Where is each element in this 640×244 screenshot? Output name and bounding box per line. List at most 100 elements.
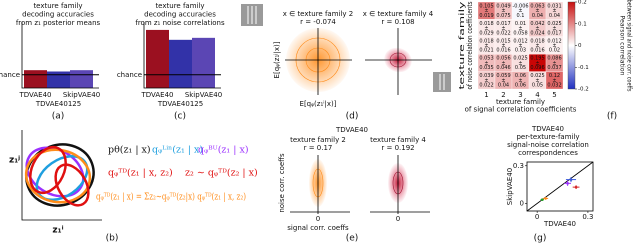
axes	[285, 28, 432, 95]
ellipse	[25, 146, 85, 198]
cell-error: 0.03	[515, 48, 526, 54]
cell-error: 0.046	[496, 65, 510, 71]
equation: z₂ ∼ qᵩᵀᴰ(z₂ | x)	[185, 168, 258, 179]
chart-title: decoding accuracies	[22, 11, 94, 19]
point	[544, 197, 547, 200]
cell-value: 0.049	[496, 4, 510, 10]
y-tick-label: chance	[117, 71, 142, 79]
colorbar-label: between signal and noise corr. coeffs	[626, 0, 633, 92]
cell-error: 0.022	[496, 30, 510, 36]
cell-error: 0.016	[530, 48, 544, 54]
x-tick-label: 2	[501, 91, 505, 99]
axis-label: of noise correlation coefficients	[466, 1, 474, 89]
axis-label: TDVAE40	[543, 220, 576, 228]
axes	[21, 130, 102, 221]
x-tick-label: SkipVAE40	[63, 91, 100, 99]
plot-title: texture family 2	[290, 136, 346, 144]
correlation: r = 0.108	[381, 18, 414, 26]
cell-error: 0.096	[530, 65, 544, 71]
point	[569, 178, 573, 181]
x-tick-label: 4	[535, 91, 540, 99]
x-tick-label: TDVAE40	[140, 91, 173, 99]
axis-label: signal corr. coeffs	[287, 224, 349, 232]
panel-b: z₁ʲ z₁ⁱ pθ(z₁ | x) qᵩᴸⁱⁿ(z₁ | x) qᵩᴮᵁ(z₁…	[9, 130, 258, 244]
equation: pθ(z₁ | x)	[108, 145, 151, 156]
panel-label: (b)	[106, 234, 119, 244]
axis-label: E[qᵩ(z₁ʲ|x)]	[273, 41, 281, 78]
cell-value: 0.015	[496, 38, 510, 44]
y-tick-label: chance	[0, 71, 20, 79]
colorbar-tick-label: -0.1	[578, 65, 589, 71]
ellipse	[29, 145, 67, 195]
identity-line	[526, 161, 594, 212]
axis-label: texture family	[496, 98, 545, 106]
plot-title: texture family 4	[370, 136, 426, 144]
cell-separator: ±	[484, 8, 488, 14]
axis-label: SkipVAE40	[506, 168, 514, 205]
x-tick-label: 0.3	[582, 213, 593, 221]
cell-error: 0.021	[479, 48, 493, 54]
equation: qᵩᴮᵁ(z₁ | x)	[198, 145, 249, 156]
axis	[21, 22, 99, 89]
equation: qᵩᵀᴰ(z₁ | x, z₂)	[108, 168, 173, 179]
cell-value: 0.018	[479, 38, 493, 44]
cell-error: 0.04	[498, 83, 509, 89]
colorbar-tick-label: 0.2	[578, 0, 587, 6]
cell-value: 0.12	[549, 73, 560, 79]
axes	[290, 155, 430, 214]
cell-separator: ±	[535, 26, 539, 32]
axis-label: of signal correlation coefficients	[465, 106, 577, 114]
colorbar-tick-label: 0.1	[578, 21, 587, 27]
panel-d: x ∈ texture family 2 r = -0.074 x ∈ text…	[241, 4, 451, 122]
cell-error: 0.02	[549, 48, 560, 54]
panel-label: (c)	[174, 112, 186, 122]
cell-error: 0.075	[496, 13, 510, 19]
stimulus-texture	[247, 6, 257, 24]
cell-error: 0.05	[515, 65, 526, 71]
correlation: r = 0.192	[381, 144, 414, 152]
point	[574, 185, 578, 189]
cell-separator: ±	[552, 78, 556, 84]
cell-separator: ±	[552, 8, 556, 14]
x-tick-label: 5	[552, 91, 556, 99]
cell-value: 0.031	[547, 4, 561, 10]
ellipse	[54, 163, 90, 207]
cell-separator: ±	[484, 78, 488, 84]
cell-error: 0.037	[547, 65, 561, 71]
cell-error: 0.05	[532, 83, 543, 89]
axis-label: noise corr. coeffs	[278, 153, 286, 213]
cell-value: 0.053	[479, 56, 493, 62]
plot-frame	[526, 161, 594, 212]
cell-value: 0.025	[547, 21, 561, 27]
cell-value: 0.018	[530, 38, 544, 44]
plot-title: x ∈ texture family 2	[283, 10, 353, 18]
y-tick-label: 0	[520, 199, 524, 207]
chart-title: decoding accuracies	[144, 11, 216, 19]
cell-error: 0.058	[513, 30, 527, 36]
cell-separator: ±	[535, 60, 539, 66]
cell-separator: ±	[552, 26, 556, 32]
x-tick-label: 0	[316, 215, 320, 223]
cell-value: 0.042	[530, 21, 544, 27]
cell-separator: ±	[501, 8, 505, 14]
bar	[169, 39, 192, 88]
cell-separator: ±	[535, 8, 539, 14]
x-tick-label: TDVAE40125	[157, 100, 203, 108]
cell-separator: ±	[484, 26, 488, 32]
cell-separator: ±	[518, 8, 522, 14]
cell-value: -0.006	[512, 4, 528, 10]
chart-title: per-texture-family	[516, 133, 579, 141]
correlation: r = 0.17	[304, 144, 333, 152]
cell-separator: ±	[501, 26, 505, 32]
cell-separator: ±	[518, 26, 522, 32]
panel-label: (g)	[534, 234, 547, 244]
cell-error: 0.029	[479, 30, 493, 36]
panel-e: TDVAE40 texture family 2 r = 0.17 textur…	[278, 126, 430, 244]
bar	[70, 70, 93, 88]
cell-separator: ±	[535, 43, 539, 49]
equation: qᵩᴸⁱⁿ(z₁ | x)	[152, 145, 203, 156]
plot-title: TDVAE40	[335, 126, 368, 134]
cell-value: 0.056	[496, 56, 510, 62]
cell-separator: ±	[552, 60, 556, 66]
